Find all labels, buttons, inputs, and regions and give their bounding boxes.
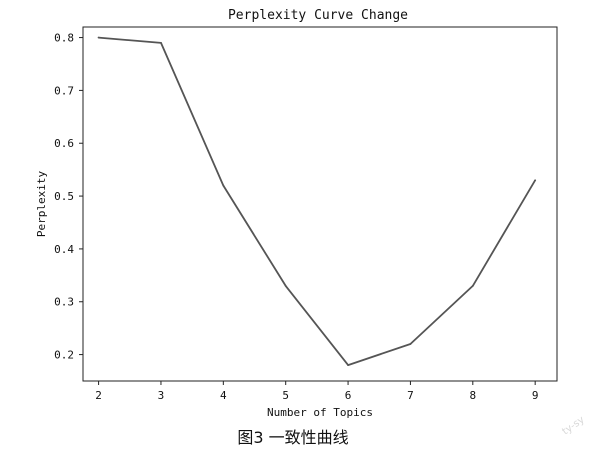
x-tick-label: 7 <box>407 389 414 402</box>
data-point <box>160 41 162 44</box>
x-axis: 2 3 4 5 6 7 8 9 <box>95 381 538 402</box>
y-tick-label: 0.6 <box>54 137 74 150</box>
x-tick-label: 8 <box>469 389 476 402</box>
chart-title: Perplexity Curve Change <box>228 8 408 23</box>
data-point <box>534 179 537 182</box>
x-tick-label: 5 <box>282 389 289 402</box>
plot-frame <box>82 26 558 382</box>
series-line <box>98 36 536 367</box>
y-tick-label: 0.4 <box>54 243 74 256</box>
y-tick-label: 0.5 <box>54 190 74 203</box>
y-axis: 0.2 0.3 0.4 0.5 0.6 0.7 0.8 <box>54 32 83 362</box>
y-tick-label: 0.8 <box>54 32 74 45</box>
data-point <box>284 284 287 287</box>
data-point <box>97 36 100 39</box>
data-point <box>471 284 474 287</box>
x-tick-label: 2 <box>95 389 102 402</box>
y-tick-label: 0.7 <box>54 84 74 97</box>
x-tick-label: 4 <box>220 389 227 402</box>
y-tick-label: 0.2 <box>54 349 74 362</box>
y-tick-label: 0.3 <box>54 296 74 309</box>
data-point <box>222 184 225 187</box>
x-tick-label: 3 <box>158 389 165 402</box>
data-point <box>409 343 412 345</box>
x-tick-label: 9 <box>532 389 539 402</box>
series-group <box>97 36 537 367</box>
watermark: ty-sy <box>560 414 586 437</box>
x-tick-label: 6 <box>345 389 352 402</box>
figure-caption: 图3 一致性曲线 <box>237 428 348 447</box>
x-axis-label: Number of Topics <box>267 406 373 419</box>
y-axis-label: Perplexity <box>35 171 48 238</box>
data-point <box>347 364 349 367</box>
